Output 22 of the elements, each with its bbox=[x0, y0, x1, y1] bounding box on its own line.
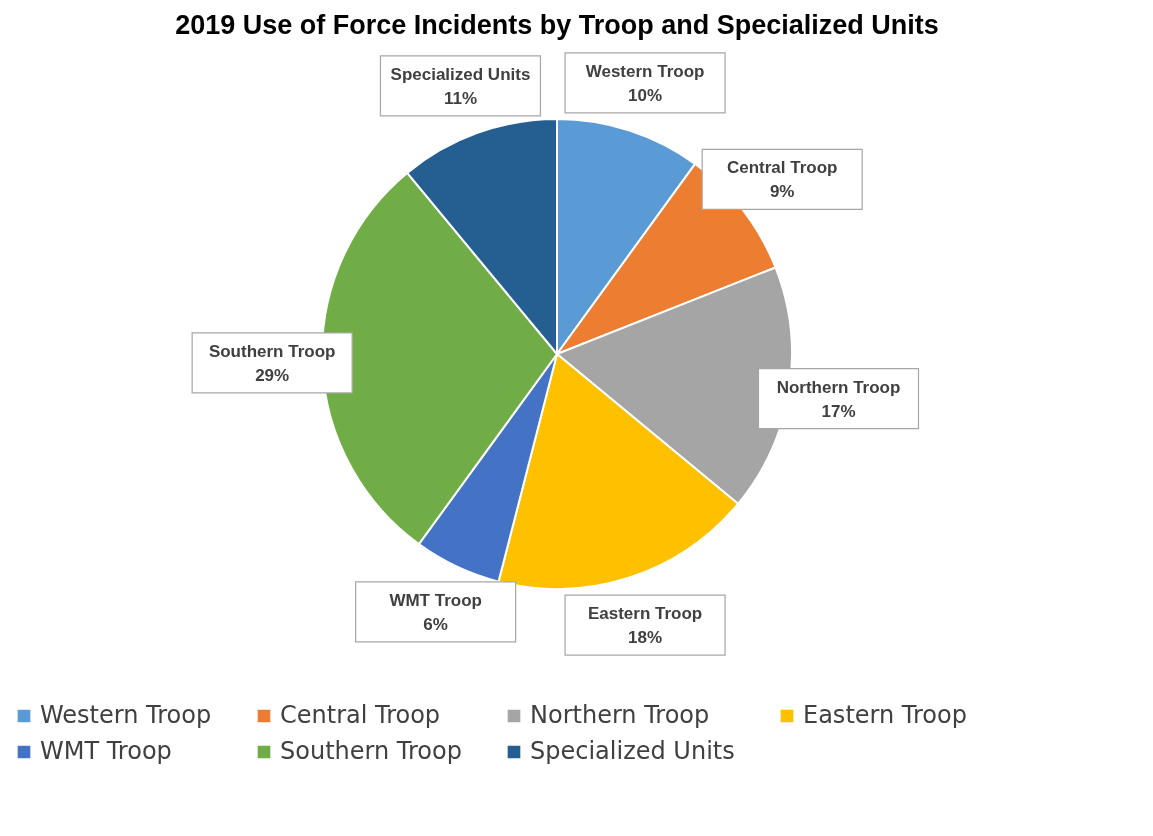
legend-label: Central Troop bbox=[280, 701, 441, 729]
legend-label: Eastern Troop bbox=[803, 701, 967, 729]
slice-label: Eastern Troop bbox=[587, 604, 703, 624]
legend-label: Southern Troop bbox=[280, 737, 462, 765]
slice-label: Central Troop bbox=[726, 158, 838, 178]
data-label: 10% bbox=[628, 85, 663, 105]
slice-label: Specialized Units bbox=[390, 64, 531, 84]
data-label: 29% bbox=[255, 365, 290, 385]
slice-label: Western Troop bbox=[585, 61, 705, 81]
data-label: 9% bbox=[769, 182, 795, 202]
slice-label: WMT Troop bbox=[389, 590, 482, 610]
data-label: 6% bbox=[423, 614, 448, 634]
data-label: 11% bbox=[443, 88, 478, 108]
legend-label: Western Troop bbox=[40, 701, 212, 729]
data-label: 18% bbox=[628, 628, 663, 648]
legend-label: Northern Troop bbox=[530, 701, 710, 729]
slice-label: Northern Troop bbox=[776, 377, 901, 397]
legend-label: Specialized Units bbox=[530, 737, 735, 765]
legend-label: WMT Troop bbox=[40, 737, 172, 765]
chart-title: 2019 Use of Force Incidents by Troop and Specialized Units bbox=[175, 10, 939, 40]
data-label: 17% bbox=[821, 401, 856, 421]
slice-label: Southern Troop bbox=[208, 341, 336, 361]
